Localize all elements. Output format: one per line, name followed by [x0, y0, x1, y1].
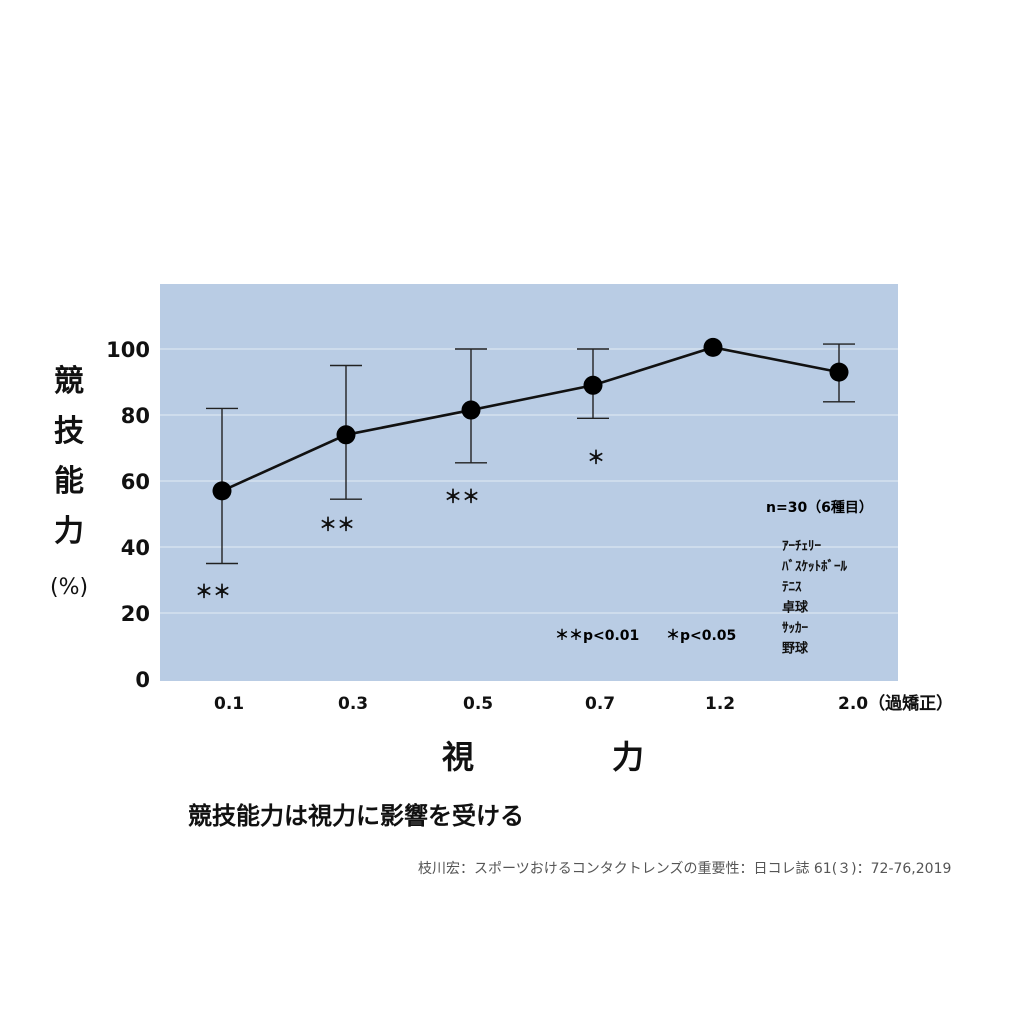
- data-point-1: [336, 425, 356, 445]
- sport-item-3: 卓球: [782, 600, 809, 616]
- significance-mark-0: ＊＊: [195, 582, 231, 603]
- data-point-0: [212, 481, 232, 501]
- data-point-2: [461, 400, 481, 420]
- data-point-4: [703, 337, 723, 357]
- plot-area: [160, 284, 898, 681]
- y-axis-label-char-1: 競: [54, 364, 84, 399]
- y-axis-unit: (%): [50, 575, 89, 600]
- sport-item-1: ﾊﾞｽｹｯﾄﾎﾞｰﾙ: [781, 559, 848, 575]
- data-point-3: [583, 375, 603, 395]
- citation: 枝川宏：スポーツおけるコンタクトレンズの重要性：日コレ誌 61(３)：72-76…: [418, 861, 952, 877]
- grid-lines: [160, 348, 898, 614]
- sig-legend-p001: ＊＊p<0.01: [555, 628, 639, 644]
- data-point-5: [829, 362, 849, 382]
- series-line: [221, 346, 840, 493]
- x-axis-ticks: 0.1 0.3 0.5 0.7 1.2 2.0（過矯正）: [214, 693, 953, 714]
- significance-marks: ＊＊＊＊＊＊＊: [195, 448, 605, 603]
- sports-list: ｱｰﾁｪﾘｰ ﾊﾞｽｹｯﾄﾎﾞｰﾙ ﾃﾆｽ 卓球 ｻｯｶｰ 野球: [781, 539, 848, 657]
- y-axis-label-char-4: 力: [54, 514, 84, 549]
- significance-mark-1: ＊＊: [319, 515, 355, 536]
- y-tick-label-0: 0: [135, 668, 150, 692]
- y-axis-ticks: 0 20 40 60 80 100: [106, 338, 150, 692]
- sport-item-2: ﾃﾆｽ: [782, 580, 802, 595]
- y-axis-label-char-2: 技: [54, 414, 84, 449]
- x-tick-label-5: 2.0（過矯正）: [838, 693, 953, 714]
- x-tick-label-3: 0.7: [585, 694, 615, 714]
- x-axis-title-char-2: 力: [612, 738, 645, 776]
- y-tick-label-40: 40: [121, 536, 150, 560]
- y-tick-label-100: 100: [106, 338, 150, 362]
- y-tick-label-60: 60: [121, 470, 150, 494]
- data-points: [212, 337, 849, 501]
- significance-mark-3: ＊: [587, 448, 605, 469]
- significance-mark-2: ＊＊: [444, 487, 480, 508]
- y-tick-label-80: 80: [121, 404, 150, 428]
- caption: 競技能力は視力に影響を受ける: [188, 802, 524, 830]
- sample-size-note: n=30（6種目）: [766, 499, 873, 516]
- x-tick-label-2: 0.5: [463, 694, 493, 714]
- x-tick-label-1: 0.3: [338, 694, 368, 714]
- x-axis-title-char-1: 視: [442, 738, 475, 776]
- x-tick-label-4: 1.2: [705, 694, 735, 714]
- sport-item-4: ｻｯｶｰ: [782, 621, 809, 636]
- sport-item-5: 野球: [782, 641, 809, 657]
- x-tick-label-0: 0.1: [214, 694, 244, 714]
- sport-item-0: ｱｰﾁｪﾘｰ: [782, 539, 822, 554]
- y-axis-label-char-3: 能: [54, 464, 84, 499]
- sig-legend-p005: ＊p<0.05: [666, 628, 736, 644]
- y-tick-label-20: 20: [121, 602, 150, 626]
